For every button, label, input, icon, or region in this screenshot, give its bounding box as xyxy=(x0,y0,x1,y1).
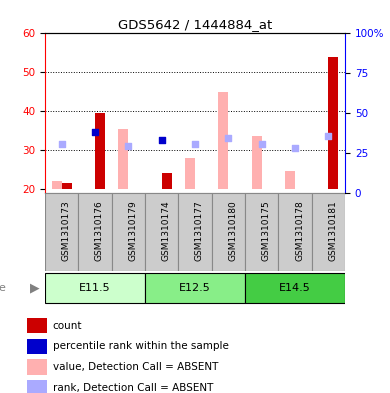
Text: GSM1310173: GSM1310173 xyxy=(62,200,71,261)
Point xyxy=(58,141,65,147)
Text: E11.5: E11.5 xyxy=(79,283,111,293)
Bar xyxy=(95,113,105,189)
Text: ▶: ▶ xyxy=(30,281,40,294)
Bar xyxy=(328,57,339,189)
Point xyxy=(92,129,98,136)
Text: GSM1310176: GSM1310176 xyxy=(95,200,104,261)
FancyBboxPatch shape xyxy=(312,193,345,271)
Bar xyxy=(51,181,62,189)
FancyBboxPatch shape xyxy=(245,193,278,271)
Bar xyxy=(185,158,195,189)
Title: GDS5642 / 1444884_at: GDS5642 / 1444884_at xyxy=(118,18,272,31)
FancyBboxPatch shape xyxy=(45,273,145,303)
Text: count: count xyxy=(53,321,82,331)
Bar xyxy=(285,171,295,189)
Bar xyxy=(27,380,47,393)
Text: GSM1310175: GSM1310175 xyxy=(262,200,271,261)
Bar xyxy=(252,136,262,189)
FancyBboxPatch shape xyxy=(178,193,212,271)
Text: rank, Detection Call = ABSENT: rank, Detection Call = ABSENT xyxy=(53,383,213,393)
Bar xyxy=(27,338,47,354)
Point xyxy=(158,137,165,143)
FancyBboxPatch shape xyxy=(212,193,245,271)
FancyBboxPatch shape xyxy=(145,193,178,271)
Point xyxy=(125,143,131,149)
Bar xyxy=(118,129,128,189)
Text: GSM1310180: GSM1310180 xyxy=(229,200,238,261)
FancyBboxPatch shape xyxy=(45,193,78,271)
Text: GSM1310179: GSM1310179 xyxy=(128,200,137,261)
Point xyxy=(192,141,198,147)
Text: E12.5: E12.5 xyxy=(179,283,211,293)
FancyBboxPatch shape xyxy=(112,193,145,271)
Point xyxy=(225,135,232,141)
Bar xyxy=(27,359,47,375)
Text: percentile rank within the sample: percentile rank within the sample xyxy=(53,341,229,351)
FancyBboxPatch shape xyxy=(145,273,245,303)
Text: GSM1310177: GSM1310177 xyxy=(195,200,204,261)
FancyBboxPatch shape xyxy=(245,273,345,303)
Bar xyxy=(62,183,71,189)
Text: GSM1310178: GSM1310178 xyxy=(295,200,304,261)
Text: value, Detection Call = ABSENT: value, Detection Call = ABSENT xyxy=(53,362,218,372)
Bar xyxy=(218,92,229,189)
FancyBboxPatch shape xyxy=(78,193,112,271)
FancyBboxPatch shape xyxy=(278,193,312,271)
Bar xyxy=(27,318,47,333)
Text: GSM1310174: GSM1310174 xyxy=(161,200,171,261)
Text: GSM1310181: GSM1310181 xyxy=(328,200,337,261)
Text: E14.5: E14.5 xyxy=(279,283,311,293)
Point xyxy=(259,141,265,147)
Point xyxy=(292,145,298,151)
Bar xyxy=(161,173,172,189)
Point xyxy=(325,133,332,140)
Text: age: age xyxy=(0,283,6,293)
